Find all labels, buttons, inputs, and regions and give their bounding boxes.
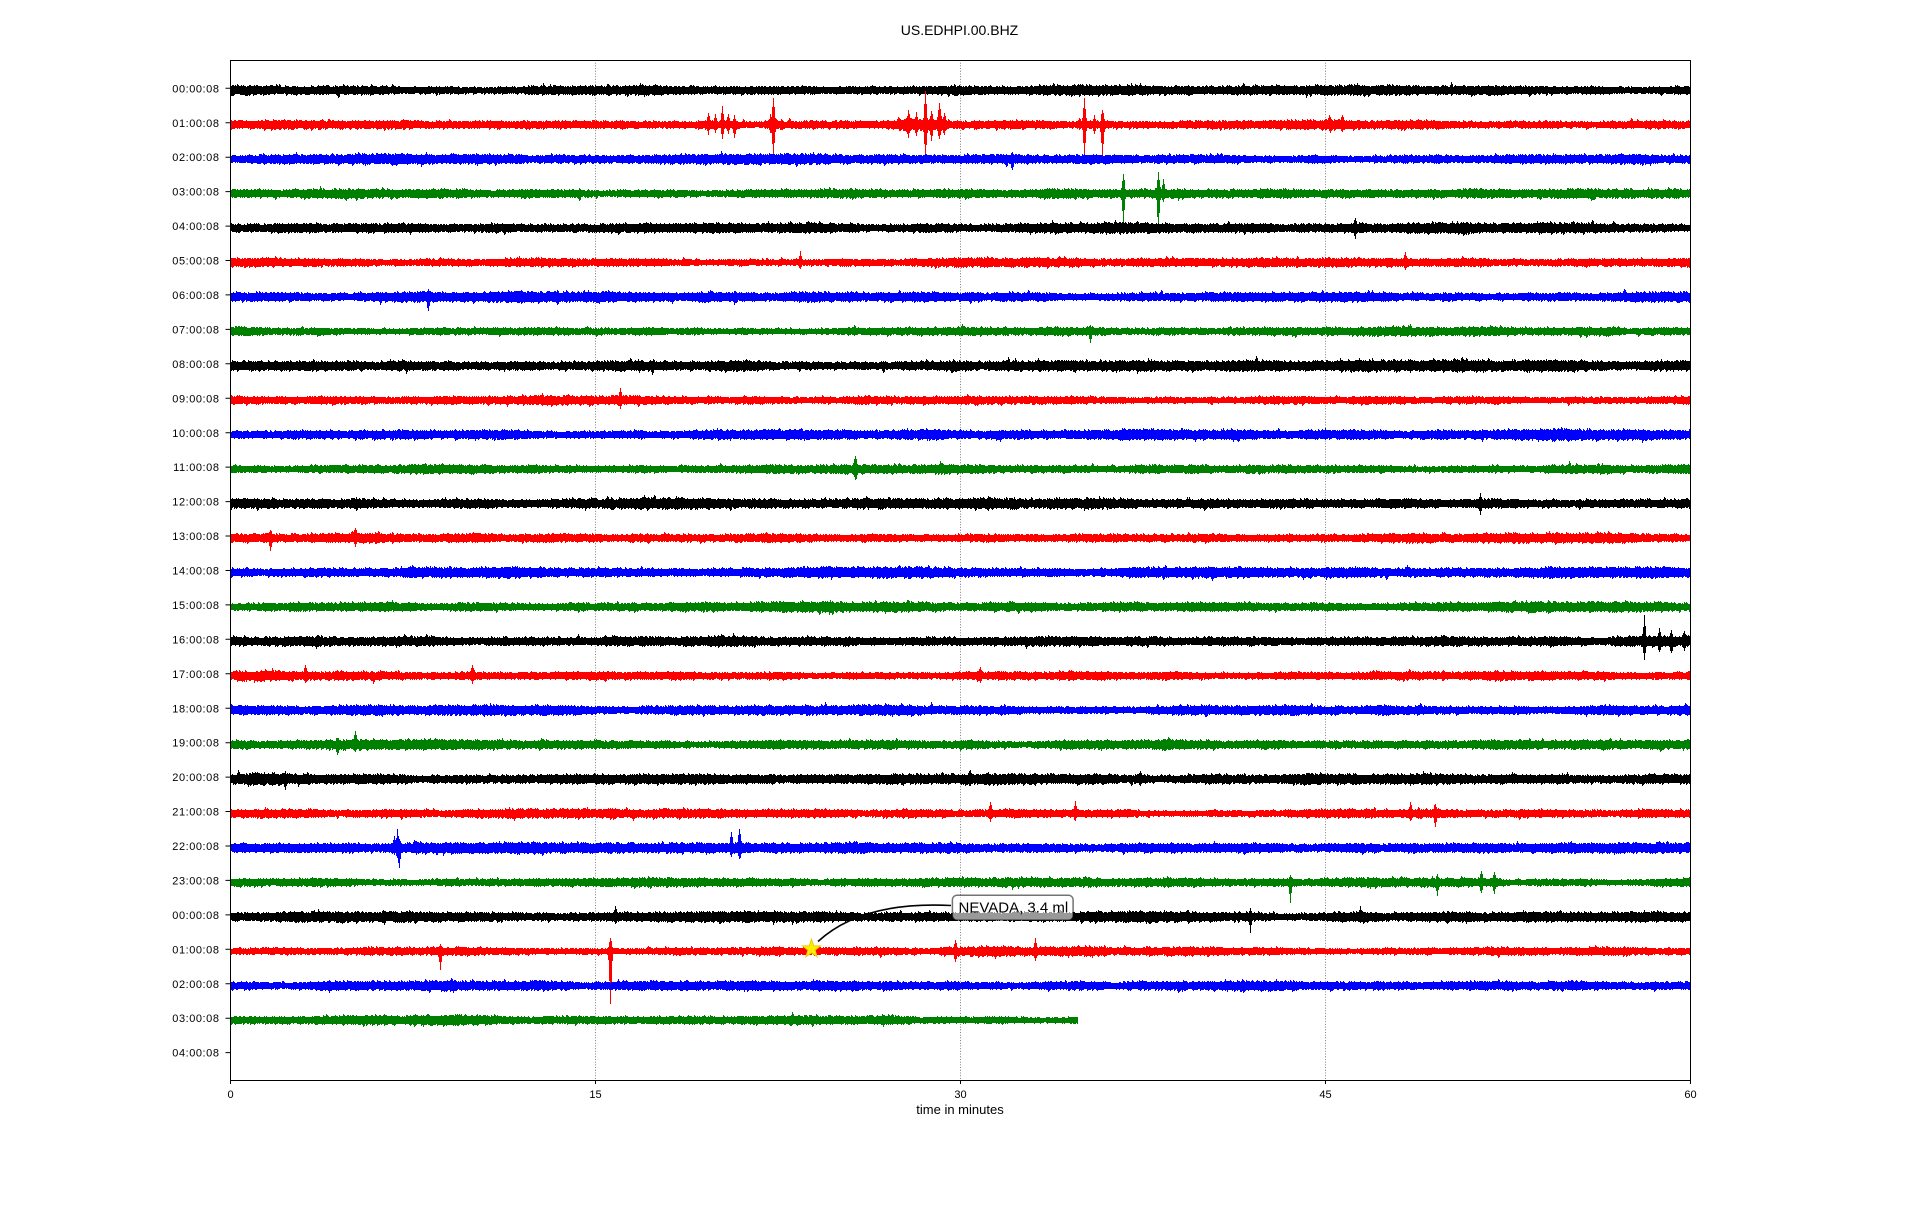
svg-text:03:00:08: 03:00:08 [172, 187, 219, 199]
svg-text:13:00:08: 13:00:08 [172, 531, 219, 543]
svg-text:15:00:08: 15:00:08 [172, 600, 219, 612]
svg-text:14:00:08: 14:00:08 [172, 566, 219, 578]
svg-text:21:00:08: 21:00:08 [172, 807, 219, 819]
svg-text:30: 30 [954, 1089, 966, 1101]
svg-text:time in minutes: time in minutes [916, 1102, 1004, 1117]
svg-text:09:00:08: 09:00:08 [172, 393, 219, 405]
svg-text:01:00:08: 01:00:08 [172, 944, 219, 956]
svg-text:23:00:08: 23:00:08 [172, 876, 219, 888]
svg-text:07:00:08: 07:00:08 [172, 324, 219, 336]
svg-text:04:00:08: 04:00:08 [172, 1048, 219, 1060]
svg-text:18:00:08: 18:00:08 [172, 703, 219, 715]
svg-text:12:00:08: 12:00:08 [172, 497, 219, 509]
svg-text:08:00:08: 08:00:08 [172, 359, 219, 371]
svg-text:22:00:08: 22:00:08 [172, 841, 219, 853]
svg-text:00:00:08: 00:00:08 [172, 910, 219, 922]
svg-text:11:00:08: 11:00:08 [173, 462, 219, 474]
svg-text:US.EDHPI.00.BHZ: US.EDHPI.00.BHZ [901, 22, 1019, 38]
svg-text:20:00:08: 20:00:08 [172, 772, 219, 784]
svg-text:0: 0 [227, 1089, 233, 1101]
svg-text:02:00:08: 02:00:08 [172, 152, 219, 164]
svg-text:17:00:08: 17:00:08 [172, 669, 219, 681]
svg-text:06:00:08: 06:00:08 [172, 290, 219, 302]
svg-text:45: 45 [1319, 1089, 1331, 1101]
svg-text:02:00:08: 02:00:08 [172, 979, 219, 991]
svg-text:00:00:08: 00:00:08 [172, 83, 219, 95]
svg-text:10:00:08: 10:00:08 [172, 428, 219, 440]
svg-text:19:00:08: 19:00:08 [172, 738, 219, 750]
svg-text:16:00:08: 16:00:08 [172, 634, 219, 646]
svg-text:01:00:08: 01:00:08 [172, 118, 219, 130]
svg-text:04:00:08: 04:00:08 [172, 221, 219, 233]
svg-text:03:00:08: 03:00:08 [172, 1013, 219, 1025]
svg-text:NEVADA, 3.4 ml: NEVADA, 3.4 ml [959, 899, 1069, 916]
svg-text:15: 15 [589, 1089, 601, 1101]
svg-text:60: 60 [1684, 1089, 1696, 1101]
svg-text:05:00:08: 05:00:08 [172, 256, 219, 268]
